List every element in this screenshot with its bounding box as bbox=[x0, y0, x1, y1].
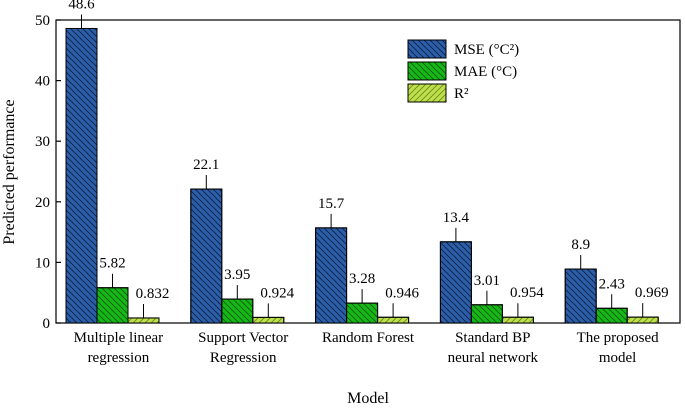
bar-hatch bbox=[96, 287, 129, 324]
bar-hatch bbox=[315, 227, 348, 324]
x-axis-title: Model bbox=[347, 390, 389, 407]
y-tick-label: 40 bbox=[35, 74, 50, 90]
x-category-label: Support Vector Regression bbox=[198, 330, 288, 366]
data-label: 0.969 bbox=[635, 285, 669, 301]
y-tick-label: 30 bbox=[35, 134, 50, 150]
data-label: 48.6 bbox=[68, 0, 95, 12]
data-label: 0.832 bbox=[136, 286, 170, 302]
x-axis-category-labels: Multiple linear regression Support Vector R… bbox=[74, 330, 660, 366]
x-category-label: Random Forest bbox=[322, 330, 415, 346]
data-label: 3.01 bbox=[474, 273, 500, 289]
x-category-label-line: Standard BP bbox=[455, 330, 530, 346]
x-category-label-line: model bbox=[599, 350, 637, 366]
x-category-label: The proposed model bbox=[577, 330, 660, 366]
legend-label: MAE (°C) bbox=[454, 64, 517, 80]
legend-label: R² bbox=[454, 86, 469, 102]
y-tick-label: 10 bbox=[35, 255, 50, 271]
x-category-label-line: regression bbox=[88, 350, 150, 366]
data-label: 13.4 bbox=[443, 210, 470, 226]
data-label: 0.924 bbox=[260, 285, 294, 301]
bar-hatch bbox=[470, 304, 503, 324]
data-label: 3.95 bbox=[224, 267, 250, 283]
data-label: 0.954 bbox=[510, 285, 544, 301]
bar-hatch bbox=[377, 316, 410, 324]
data-labels: 48.6 22.1 15.7 13.4 8.9 5.82 3.95 3.28 3.01 2.43 0… bbox=[68, 0, 669, 318]
x-category-label-line: Regression bbox=[210, 350, 277, 366]
x-category-label-line: Random Forest bbox=[322, 330, 415, 346]
bar-hatch bbox=[221, 298, 254, 324]
data-label: 22.1 bbox=[193, 157, 219, 173]
y-axis-title: Predicted performance bbox=[1, 99, 18, 244]
data-label: 0.946 bbox=[385, 285, 419, 301]
legend: MSE (°C²) MAE (°C) R² bbox=[407, 39, 519, 103]
legend-swatch-hatch bbox=[407, 39, 447, 59]
y-tick-label: 0 bbox=[43, 316, 51, 332]
x-category-label-line: neural network bbox=[448, 350, 539, 366]
data-label: 5.82 bbox=[99, 256, 125, 272]
data-label: 8.9 bbox=[571, 237, 590, 253]
bar-hatch bbox=[626, 316, 659, 324]
y-tick-label: 20 bbox=[35, 195, 50, 211]
bar-hatch bbox=[65, 27, 98, 324]
bar-hatch bbox=[501, 316, 534, 324]
data-label: 2.43 bbox=[599, 276, 625, 292]
data-label: 3.28 bbox=[349, 271, 375, 287]
legend-swatch-hatch bbox=[407, 83, 447, 103]
x-category-label: Standard BP neural network bbox=[448, 330, 539, 366]
legend-label: MSE (°C²) bbox=[454, 42, 519, 58]
bar-hatch bbox=[564, 268, 597, 324]
x-category-label-line: Multiple linear bbox=[74, 330, 164, 346]
bar-hatch bbox=[595, 307, 628, 324]
y-tick-label: 50 bbox=[35, 13, 50, 29]
bar-hatch bbox=[127, 317, 160, 324]
x-category-label-line: The proposed bbox=[577, 330, 660, 346]
bar-hatch bbox=[439, 241, 472, 324]
data-label: 15.7 bbox=[318, 196, 345, 212]
x-category-label: Multiple linear regression bbox=[74, 330, 164, 366]
legend-swatch-hatch bbox=[407, 61, 447, 81]
bar-hatch bbox=[346, 302, 379, 324]
bar-hatch bbox=[190, 188, 223, 324]
bars bbox=[65, 27, 659, 324]
y-axis-ticks: 0 10 20 30 40 50 bbox=[35, 13, 61, 332]
bar-hatch bbox=[252, 316, 285, 324]
x-category-label-line: Support Vector bbox=[198, 330, 288, 346]
